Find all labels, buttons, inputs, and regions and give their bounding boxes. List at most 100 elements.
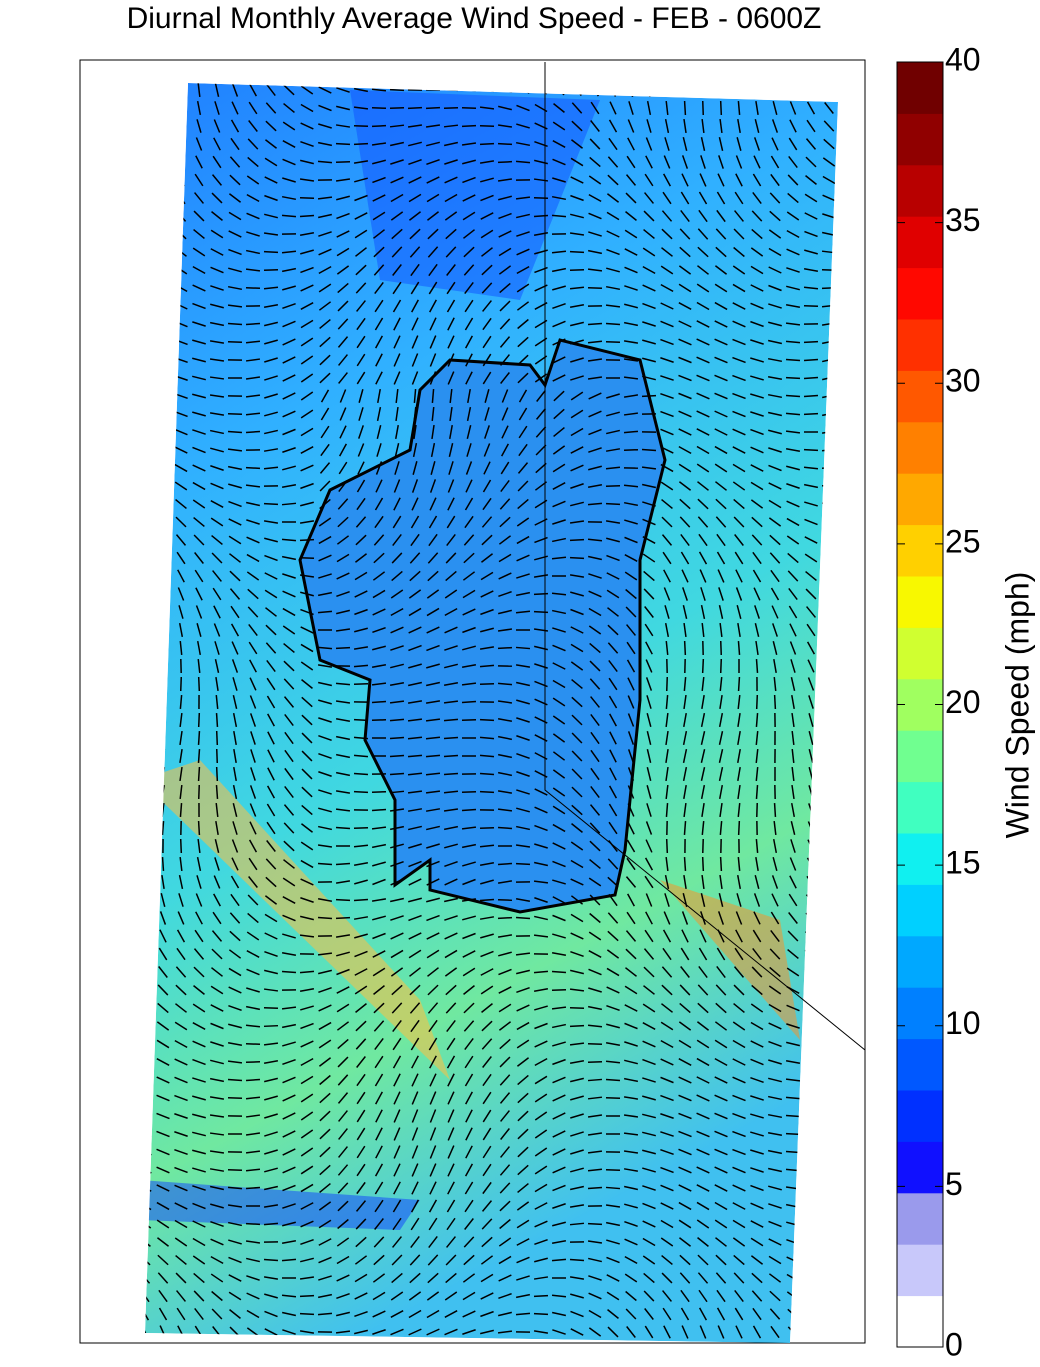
wind-arrow (181, 839, 182, 853)
wind-arrow (570, 1008, 584, 1009)
wind-arrow (462, 702, 476, 703)
wind-arrow (588, 1188, 602, 1189)
wind-arrow (354, 900, 368, 901)
wind-arrow (756, 659, 757, 673)
wind-arrow (462, 126, 476, 127)
wind-arrow (498, 900, 512, 901)
wind-arrow (570, 540, 584, 541)
wind-arrow (336, 900, 350, 901)
colorbar-step (897, 987, 943, 1039)
wind-arrow (703, 659, 704, 673)
wind-arrow (199, 731, 200, 745)
wind-arrow (804, 306, 818, 307)
chart-title: Diurnal Monthly Average Wind Speed - FEB… (127, 2, 822, 35)
colorbar-tick-label: 40 (945, 41, 981, 77)
wind-arrow (390, 90, 404, 91)
colorbar-label: Wind Speed (mph) (999, 572, 1035, 839)
wind-arrow (756, 785, 757, 799)
wind-arrow (804, 360, 818, 361)
colorbar-step (897, 884, 943, 936)
wind-arrow (264, 1008, 278, 1009)
wind-arrow (181, 677, 182, 691)
wind-arrow (199, 785, 200, 799)
wind-arrow (163, 857, 164, 871)
wind-arrow (408, 108, 422, 109)
wind-arrow (246, 432, 260, 433)
wind-arrow (721, 101, 722, 115)
colorbar-step (897, 1039, 943, 1091)
colorbar-tick-label: 30 (945, 363, 981, 399)
wind-arrow (721, 659, 722, 673)
wind-arrow (246, 1188, 260, 1189)
colorbar-tick-label: 15 (945, 845, 981, 881)
colorbar-step (897, 1296, 943, 1348)
wind-arrow (264, 504, 278, 505)
wind-arrow (480, 144, 494, 145)
wind-arrow (570, 252, 584, 253)
wind-arrow (480, 900, 494, 901)
wind-arrow (606, 504, 620, 505)
wind-arrow (246, 1224, 260, 1225)
colorbar-tick-label: 20 (945, 684, 981, 720)
wind-arrow (462, 792, 476, 793)
wind-arrow (246, 323, 260, 324)
wind-arrow (588, 323, 602, 324)
wind-arrow (300, 1314, 314, 1315)
wind-arrow (498, 863, 512, 864)
wind-arrow (282, 971, 296, 972)
wind-arrow (216, 785, 217, 799)
colorbar-step (897, 268, 943, 320)
wind-arrow (199, 677, 200, 691)
wind-arrow (480, 828, 494, 829)
colorbar-step (897, 936, 943, 988)
wind-arrow (264, 1026, 278, 1027)
colorbar-tick-label: 35 (945, 202, 981, 238)
map (139, 83, 838, 1343)
colorbar-tick-label: 10 (945, 1005, 981, 1041)
wind-arrow (606, 324, 620, 325)
wind-arrow (444, 756, 458, 757)
wind-arrow (217, 749, 218, 763)
wind-arrow (217, 767, 218, 781)
wind-arrow (228, 323, 242, 324)
colorbar-step (897, 782, 943, 834)
wind-arrow (426, 108, 440, 109)
wind-arrow (318, 864, 332, 865)
wind-arrow (246, 288, 260, 289)
wind-arrow (372, 809, 386, 810)
wind-arrow (354, 720, 368, 721)
wind-arrow (336, 827, 350, 828)
wind-arrow (336, 162, 350, 163)
wind-arrow (199, 749, 200, 763)
wind-arrow (703, 101, 704, 115)
wind-arrow (739, 821, 740, 835)
colorbar-tick-label: 5 (945, 1166, 963, 1202)
wind-arrow (667, 677, 668, 691)
colorbar-step (897, 319, 943, 371)
wind-arrow (516, 864, 530, 865)
wind-arrow (354, 126, 368, 127)
wind-arrow (606, 1080, 620, 1081)
wind-arrow (217, 713, 218, 727)
wind-arrow (739, 677, 740, 691)
wind-arrow (804, 396, 818, 397)
wind-arrow (300, 1296, 314, 1297)
wind-arrow (498, 918, 512, 919)
wind-arrow (721, 857, 722, 871)
wind-arrow (534, 1296, 548, 1297)
wind-arrow (336, 648, 350, 649)
colorbar-step (897, 576, 943, 628)
wind-arrow (642, 396, 656, 397)
wind-arrow (606, 1170, 620, 1171)
wind-arrow (300, 215, 314, 216)
wind-arrow (354, 144, 368, 145)
wind-arrow (642, 450, 656, 451)
wind-arrow (570, 558, 584, 559)
wind-arrow (552, 971, 566, 972)
wind-arrow (390, 773, 404, 774)
wind-arrow (372, 792, 386, 793)
wind-arrow (804, 450, 818, 451)
colorbar-step (897, 627, 943, 679)
